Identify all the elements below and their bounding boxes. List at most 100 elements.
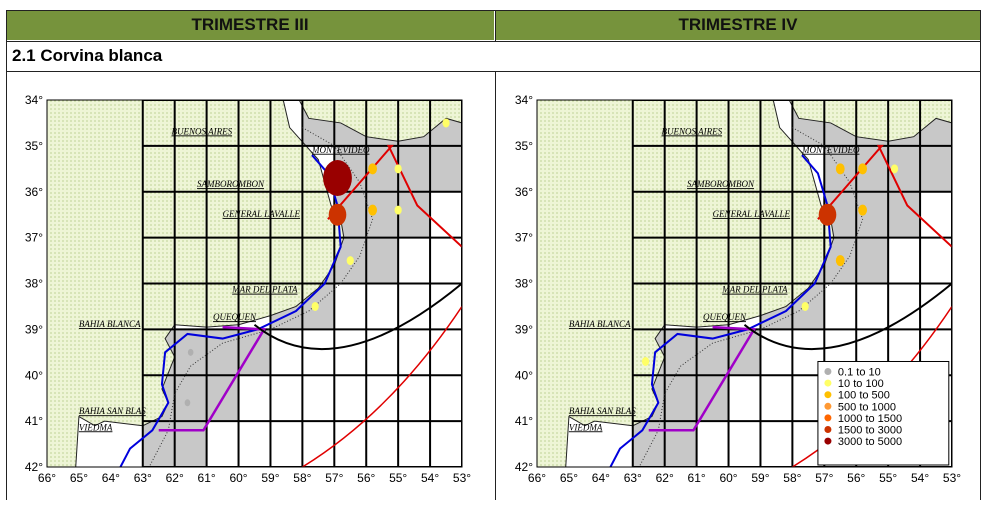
lon-tick-label: 62° [656, 471, 674, 485]
lon-tick-label: 55° [389, 471, 407, 485]
place-label-samborombon: SAMBOROMBON [687, 179, 755, 189]
catch-bubble [890, 164, 899, 174]
lon-tick-label: 59° [261, 471, 279, 485]
legend-swatch [824, 437, 832, 445]
catch-bubble [394, 205, 402, 215]
land-uruguay [788, 100, 952, 142]
catch-bubble [187, 348, 194, 356]
lon-tick-label: 56° [357, 471, 375, 485]
table-border-right [980, 10, 981, 500]
sampled-cell [632, 421, 665, 467]
place-label-mar_del_plata: MAR DEL PLATA [721, 285, 788, 295]
legend-label: 3000 to 5000 [838, 436, 902, 448]
land-uruguay [298, 100, 462, 142]
place-label-samborombon: SAMBOROMBON [197, 179, 265, 189]
legend-swatch [824, 391, 832, 399]
catch-bubble [641, 356, 650, 366]
map-frame [46, 99, 463, 468]
lat-tick-label: 42° [515, 460, 533, 474]
catch-bubble [346, 256, 354, 266]
lon-tick-label: 64° [592, 471, 610, 485]
catch-bubble [311, 301, 319, 311]
map-frame [536, 99, 953, 468]
lon-tick-label: 56° [847, 471, 865, 485]
sampled-cell [920, 145, 952, 192]
lon-tick-label: 66° [38, 471, 56, 485]
sampled-cell [664, 375, 697, 422]
place-label-quequen: QUEQUEN [703, 312, 747, 322]
lon-tick-label: 62° [166, 471, 184, 485]
place-label-buenos_aires: BUENOS AIRES [172, 126, 233, 136]
lat-tick-label: 38° [515, 277, 533, 291]
legend-label: 1500 to 3000 [838, 424, 902, 436]
place-label-bahia_blanca: BAHIA BLANCA [569, 319, 631, 329]
place-label-mar_del_plata: MAR DEL PLATA [231, 285, 298, 295]
map-trimestre-iv: BUENOS AIRES MONTEVIDEO SAMBOROMBON GENERAL… [515, 93, 961, 485]
lat-tick-label: 37° [25, 231, 43, 245]
lat-tick-label: 34° [25, 93, 43, 107]
boundary-black-arc [743, 282, 952, 351]
lon-tick-label: 60° [719, 471, 737, 485]
catch-bubble [858, 163, 868, 175]
legend-label: 1000 to 1500 [838, 413, 902, 425]
lat-tick-label: 38° [25, 277, 43, 291]
legend-swatch [824, 414, 832, 422]
catch-bubble [323, 159, 352, 196]
catch-bubble [368, 204, 378, 216]
sampled-cell [238, 329, 271, 376]
lat-tick-label: 35° [515, 139, 533, 153]
place-label-general_lavalle: GENERAL LAVALLE [713, 209, 791, 219]
lon-tick-label: 58° [783, 471, 801, 485]
lon-tick-label: 66° [528, 471, 546, 485]
lon-tick-label: 54° [911, 471, 929, 485]
place-label-bahia_blanca: BAHIA BLANCA [79, 319, 141, 329]
boundary-red-outer [301, 306, 462, 467]
table-border-mid [495, 72, 496, 500]
lon-tick-label: 63° [624, 471, 642, 485]
lat-tick-label: 37° [515, 231, 533, 245]
place-label-viedma: VIEDMA [569, 422, 603, 432]
place-label-buenos_aires: BUENOS AIRES [662, 126, 723, 136]
lat-tick-label: 39° [25, 322, 43, 336]
sampled-cell [366, 237, 399, 284]
lat-tick-label: 41° [515, 414, 533, 428]
lat-tick-label: 34° [515, 93, 533, 107]
lon-tick-label: 59° [751, 471, 769, 485]
lon-tick-label: 65° [560, 471, 578, 485]
legend-box [817, 360, 950, 466]
sampled-cell [664, 421, 697, 467]
sampled-cell [142, 421, 175, 467]
lat-tick-label: 35° [25, 139, 43, 153]
map-panel-trimestre-iii: BUENOS AIRES MONTEVIDEO SAMBOROMBON GENERAL… [6, 72, 494, 500]
boundary-black-arc [253, 282, 462, 351]
legend-label: 500 to 1000 [838, 401, 896, 413]
legend-swatch [824, 402, 832, 410]
catch-bubble [835, 163, 845, 175]
lon-tick-label: 53° [943, 471, 961, 485]
lat-tick-label: 40° [515, 368, 533, 382]
legend-label: 0.1 to 10 [838, 366, 881, 378]
lat-tick-label: 36° [515, 185, 533, 199]
catch-bubble [801, 301, 809, 311]
lon-tick-label: 61° [198, 471, 216, 485]
lon-tick-label: 55° [879, 471, 897, 485]
legend-swatch [824, 379, 832, 387]
header-trimestre-iv: TRIMESTRE IV [496, 10, 980, 40]
catch-bubble [394, 164, 402, 174]
boundary-purple [158, 325, 267, 432]
lon-tick-label: 54° [421, 471, 439, 485]
lat-tick-label: 42° [25, 460, 43, 474]
map-panel-trimestre-iv: BUENOS AIRES MONTEVIDEO SAMBOROMBON GENERAL… [496, 72, 980, 500]
legend-label: 100 to 500 [838, 390, 890, 402]
table-border-top [6, 10, 980, 11]
table-border-header [6, 41, 980, 42]
sampled-cell [728, 329, 761, 376]
catch-bubble [368, 163, 378, 175]
lon-tick-label: 58° [293, 471, 311, 485]
lat-tick-label: 41° [25, 414, 43, 428]
species-label: 2.1 Corvina blanca [12, 46, 163, 65]
sampled-cell [174, 421, 207, 467]
place-label-montevideo: MONTEVIDEO [801, 145, 860, 155]
place-label-general_lavalle: GENERAL LAVALLE [223, 209, 301, 219]
